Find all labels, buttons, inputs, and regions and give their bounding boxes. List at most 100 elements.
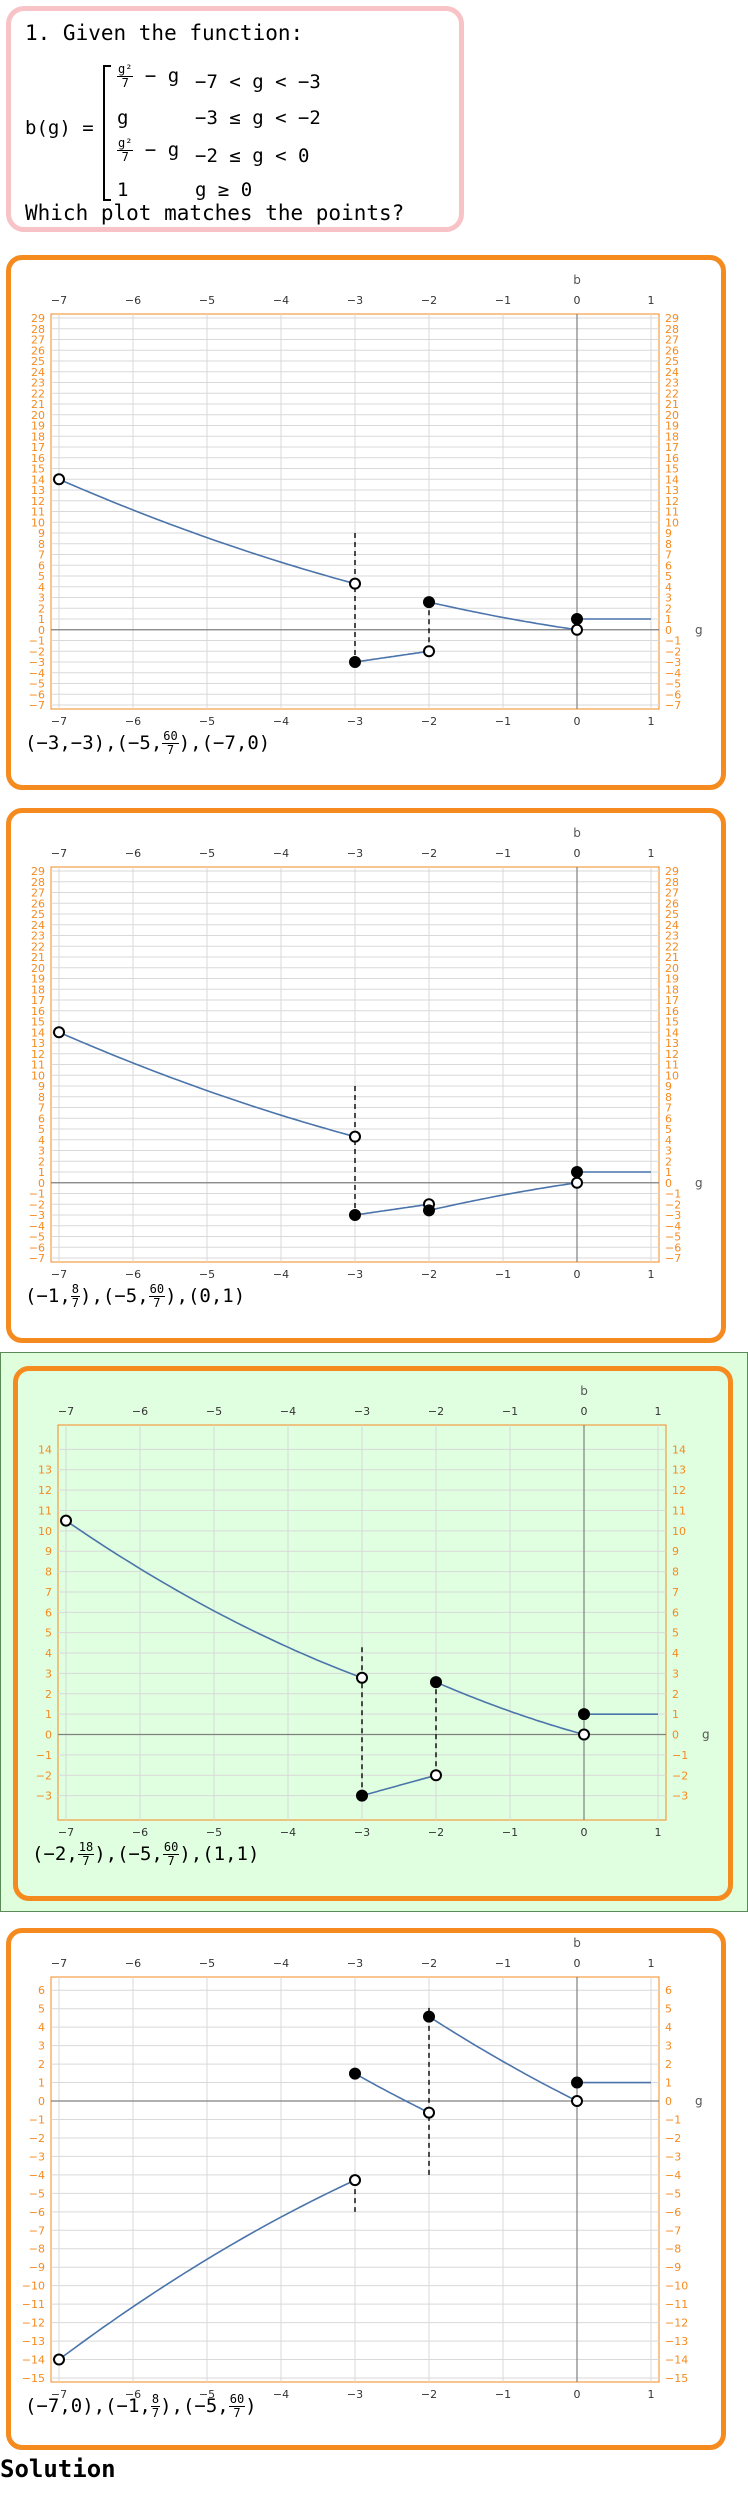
x-tick-bottom: −5 (199, 1268, 215, 1281)
y-tick-left: −8 (29, 2243, 45, 2256)
x-tick-bottom: 1 (648, 1268, 655, 1281)
x-tick-bottom: −6 (132, 1826, 148, 1839)
y-axis-label: b (573, 1936, 581, 1950)
curve-segment (58, 2179, 356, 2361)
closed-point (356, 1789, 368, 1802)
piecewise-brace (103, 65, 111, 201)
y-tick-right: 16 (665, 1005, 679, 1018)
y-tick-left: −2 (29, 1198, 45, 1211)
answer-option-4[interactable]: −7 −7 −6 −6 −5 −5 −4 −4 −3 −3 −2 −2 −1 −1 0 0 1 1 −15 −15 −1… (6, 1928, 726, 2450)
y-tick-right: −3 (665, 2150, 681, 2163)
y-tick-right: 23 (665, 377, 679, 390)
y-tick-left: 1 (45, 1708, 52, 1721)
x-tick-bottom: −7 (58, 1826, 74, 1839)
y-tick-right: 29 (665, 312, 679, 325)
y-tick-right: 1 (665, 613, 672, 626)
x-tick-bottom: −3 (347, 1268, 363, 1281)
y-tick-right: −2 (665, 1198, 681, 1211)
x-tick-top: −2 (421, 1957, 437, 1970)
y-tick-left: 15 (31, 463, 45, 476)
y-tick-left: 11 (31, 506, 45, 519)
y-tick-left: 5 (38, 2003, 45, 2016)
y-tick-left: 12 (38, 1484, 52, 1497)
y-tick-left: 8 (45, 1566, 52, 1579)
y-tick-right: 7 (665, 1102, 672, 1115)
y-tick-right: −7 (665, 699, 681, 712)
y-tick-left: −2 (29, 2132, 45, 2145)
y-tick-left: 26 (31, 344, 45, 357)
y-tick-left: −1 (29, 635, 45, 648)
open-point (578, 1728, 590, 1741)
x-tick-top: −2 (421, 294, 437, 307)
answer-option-2[interactable]: −7 −7 −6 −6 −5 −5 −4 −4 −3 −3 −2 −2 −1 −1 0 0 1 1 −7 −7 −6 −6… (6, 808, 726, 1343)
y-tick-right: 3 (665, 1145, 672, 1158)
y-tick-left: −4 (29, 2169, 45, 2182)
y-tick-left: 16 (31, 452, 45, 465)
y-tick-right: 9 (672, 1545, 679, 1558)
y-tick-right: −5 (665, 2187, 681, 2200)
y-tick-right: 5 (665, 570, 672, 583)
x-tick-bottom: 0 (581, 1826, 588, 1839)
y-tick-left: 27 (31, 887, 45, 900)
y-tick-left: −3 (29, 656, 45, 669)
open-point (571, 623, 583, 636)
closed-point (578, 1708, 590, 1721)
y-tick-right: 2 (672, 1688, 679, 1701)
y-tick-left: 23 (31, 930, 45, 943)
y-tick-right: 9 (665, 1080, 672, 1093)
y-tick-left: 12 (31, 495, 45, 508)
curve-segment (428, 601, 578, 631)
x-tick-bottom: −3 (347, 2388, 363, 2401)
y-tick-right: 13 (672, 1464, 686, 1477)
y-tick-right: −4 (665, 2169, 681, 2182)
curve-segment (428, 1182, 578, 1212)
x-tick-top: −2 (421, 847, 437, 860)
y-tick-left: 7 (45, 1586, 52, 1599)
y-tick-left: 19 (31, 420, 45, 433)
y-tick-right: −11 (665, 2298, 688, 2311)
points-label: (−7,0),(−1, 8 7),(−5, 60 7) (25, 2392, 257, 2420)
y-tick-right: −2 (665, 645, 681, 658)
piece-2-expr: g (117, 107, 129, 129)
y-tick-right: −6 (665, 2206, 681, 2219)
answer-option-1[interactable]: −7 −7 −6 −6 −5 −5 −4 −4 −3 −3 −2 −2 −1 −1 0 0 1 1 −7 −7 −6 −6… (6, 255, 726, 790)
answer-option-3[interactable]: −7 −7 −6 −6 −5 −5 −4 −4 −3 −3 −2 −2 −1 −1 0 0 1 1 −3 −3 −2 −2… (13, 1366, 733, 1901)
y-tick-right: −7 (665, 1252, 681, 1265)
question-prompt: Which plot matches the points? (25, 201, 405, 225)
y-tick-right: −3 (665, 1209, 681, 1222)
y-tick-right: 14 (672, 1443, 686, 1456)
x-tick-top: 1 (648, 294, 655, 307)
y-tick-left: −1 (29, 2113, 45, 2126)
y-tick-right: 8 (672, 1566, 679, 1579)
y-tick-left: 28 (31, 876, 45, 889)
y-tick-right: 2 (665, 602, 672, 615)
y-tick-right: 3 (665, 2040, 672, 2053)
open-point (53, 2353, 65, 2366)
open-point (571, 1176, 583, 1189)
y-tick-right: 16 (665, 452, 679, 465)
y-tick-right: 20 (665, 962, 679, 975)
function-name: b(g) = (25, 117, 94, 139)
y-tick-right: 21 (665, 951, 679, 964)
x-tick-bottom: −2 (428, 1826, 444, 1839)
y-tick-left: 18 (31, 983, 45, 996)
x-tick-bottom: 0 (574, 2388, 581, 2401)
y-tick-left: −4 (29, 1220, 45, 1233)
y-tick-right: 19 (665, 420, 679, 433)
y-tick-right: −3 (665, 656, 681, 669)
x-tick-top: −6 (125, 847, 141, 860)
y-tick-right: 26 (665, 344, 679, 357)
y-tick-left: 28 (31, 323, 45, 336)
y-tick-right: 27 (665, 887, 679, 900)
y-tick-left: 5 (38, 570, 45, 583)
x-tick-top: −4 (273, 1957, 289, 1970)
y-tick-left: 7 (38, 549, 45, 562)
x-tick-top: −4 (273, 847, 289, 860)
piece-1-expr: g² 7 − g (117, 62, 180, 90)
x-tick-bottom: 1 (655, 1826, 662, 1839)
x-tick-bottom: −5 (206, 1826, 222, 1839)
x-tick-top: −3 (354, 1405, 370, 1418)
y-tick-left: 12 (31, 1048, 45, 1061)
y-tick-right: 17 (665, 441, 679, 454)
